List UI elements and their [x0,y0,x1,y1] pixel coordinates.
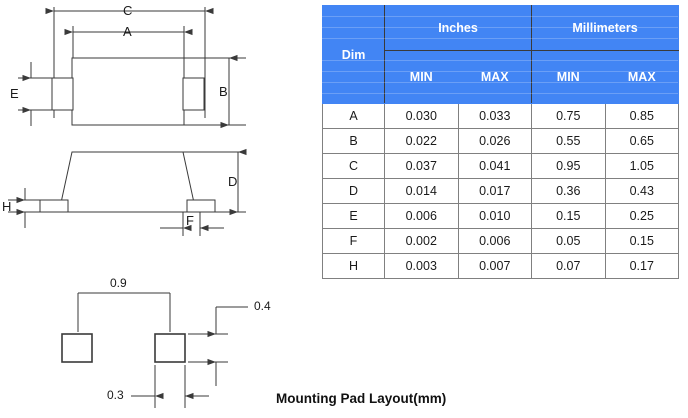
table-row: C 0.037 0.041 0.95 1.05 [322,153,680,179]
drawing-canvas [8,7,248,408]
column-header-mm-max: MAX [604,50,680,104]
table-row: D 0.014 0.017 0.36 0.43 [322,178,680,204]
dimension-table-body: A 0.030 0.033 0.75 0.85 B 0.022 0.026 0.55 0.65 C 0… [322,103,680,279]
cell-inches-min: 0.022 [384,128,459,154]
cell-mm-min: 0.55 [531,128,606,154]
dim-label-E: E [10,86,19,101]
table-header-group-row: Dim Inches Millimeters [322,5,680,104]
column-header-millimeters: Millimeters [531,5,680,51]
cell-dim: A [322,103,385,129]
cell-inches-max: 0.041 [457,153,533,179]
table-row: B 0.022 0.026 0.55 0.65 [322,128,680,154]
cell-inches-min: 0.037 [384,153,459,179]
cell-inches-max: 0.026 [457,128,533,154]
cell-dim: C [322,153,385,179]
cell-inches-min: 0.006 [384,203,459,229]
cell-mm-max: 0.25 [604,203,680,229]
cell-mm-max: 0.65 [604,128,680,154]
cell-mm-max: 0.85 [604,103,680,129]
column-header-inches-min: MIN [384,50,459,104]
cell-dim: E [322,203,385,229]
cell-dim: H [322,253,385,279]
dim-label-C: C [123,3,133,18]
cell-inches-max: 0.007 [457,253,533,279]
table-row: A 0.030 0.033 0.75 0.85 [322,103,680,129]
dimension-table-container: Dim Inches Millimeters MIN MAX MIN MAX A… [322,5,680,279]
column-header-dim: Dim [322,5,385,104]
dim-label-B: B [219,84,228,99]
dim-label-A: A [123,24,132,39]
cell-inches-min: 0.003 [384,253,459,279]
dim-label-D: D [228,174,238,189]
table-row: H 0.003 0.007 0.07 0.17 [322,253,680,279]
pad-dim-label-width: 0.3 [107,388,124,402]
pad-dim-label-pitch: 0.9 [110,276,127,290]
column-header-inches: Inches [383,5,533,51]
mounting-pad-layout-caption: Mounting Pad Layout(mm) [276,391,447,406]
cell-inches-min: 0.014 [384,178,459,204]
table-row: E 0.006 0.010 0.15 0.25 [322,203,680,229]
cell-mm-min: 0.05 [531,228,606,254]
cell-inches-min: 0.002 [384,228,459,254]
cell-mm-min: 0.07 [531,253,606,279]
cell-inches-max: 0.010 [457,203,533,229]
cell-mm-max: 0.43 [604,178,680,204]
cell-dim: D [322,178,385,204]
cell-inches-max: 0.033 [457,103,533,129]
cell-mm-min: 0.95 [531,153,606,179]
column-header-mm-min: MIN [531,50,606,104]
cell-mm-max: 0.15 [604,228,680,254]
dimension-table: Dim Inches Millimeters MIN MAX MIN MAX A… [322,5,680,279]
column-header-inches-max: MAX [457,50,533,104]
cell-dim: F [322,228,385,254]
cell-dim: B [322,128,385,154]
cell-inches-max: 0.006 [457,228,533,254]
table-header-sub-row: MIN MAX MIN MAX [323,50,680,104]
cell-inches-max: 0.017 [457,178,533,204]
table-row: F 0.002 0.006 0.05 0.15 [322,228,680,254]
cell-mm-min: 0.36 [531,178,606,204]
cell-inches-min: 0.030 [384,103,459,129]
cell-mm-min: 0.15 [531,203,606,229]
dim-label-F: F [186,213,194,228]
pad-dim-label-height: 0.4 [254,299,271,313]
cell-mm-max: 1.05 [604,153,680,179]
cell-mm-max: 0.17 [604,253,680,279]
dimension-table-head: Dim Inches Millimeters MIN MAX MIN MAX [322,5,680,104]
cell-mm-min: 0.75 [531,103,606,129]
dim-label-H: H [2,199,12,214]
package-drawings: C A B E D H F 0.9 0.4 0.3 [0,0,320,418]
